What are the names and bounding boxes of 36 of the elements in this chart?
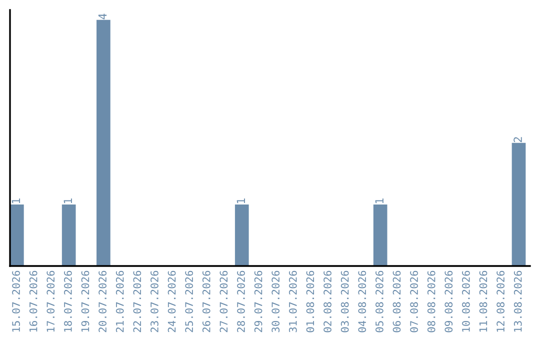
x-tick-label: 28.07.2026: [237, 270, 245, 332]
x-tick-label: 05.08.2026: [375, 270, 384, 332]
x-tick-label: 12.08.2026: [496, 270, 504, 332]
x-tick-label: 11.08.2026: [479, 270, 488, 332]
x-tick-label: 26.07.2026: [202, 270, 210, 332]
x-tick-label: 04.08.2026: [358, 270, 366, 332]
x-tick-label: 16.07.2026: [29, 270, 38, 332]
x-tick-label: 10.08.2026: [462, 270, 470, 332]
x-tick-label: 02.08.2026: [324, 270, 332, 332]
x-tick-label: 13.08.2026: [514, 270, 522, 332]
x-tick-label: 29.07.2026: [254, 270, 262, 332]
x-tick-label: 21.07.2026: [116, 270, 124, 332]
x-tick-label: 20.07.2026: [98, 270, 106, 332]
x-tick-label: 15.07.2026: [12, 270, 20, 332]
x-tick-label: 01.08.2026: [306, 270, 314, 332]
data-label: 1: [64, 198, 72, 204]
x-tick-label: 19.07.2026: [81, 270, 90, 332]
data-label: 2: [514, 137, 522, 142]
x-tick-label: 07.08.2026: [410, 270, 418, 332]
x-tick-label: 31.07.2026: [288, 270, 297, 332]
x-tick-label: 08.08.2026: [427, 270, 436, 332]
data-label: 4: [98, 14, 107, 20]
x-tick-label: 25.07.2026: [185, 270, 194, 332]
x-tick-label: 27.07.2026: [220, 270, 228, 332]
x-tick-label: 06.08.2026: [392, 270, 401, 332]
x-tick-label: 30.07.2026: [272, 270, 280, 332]
x-tick-label: 09.08.2026: [444, 270, 453, 332]
data-label: 1: [375, 198, 384, 204]
x-tick-label: 03.08.2026: [340, 270, 349, 332]
x-tick-label: 18.07.2026: [64, 270, 72, 332]
x-tick-label: 24.07.2026: [168, 270, 176, 332]
x-tick-label: 17.07.2026: [46, 270, 55, 332]
data-label: 1: [12, 198, 20, 204]
x-tick-label: 23.07.2026: [150, 270, 158, 332]
x-tick-label: 22.07.2026: [133, 270, 142, 332]
data-label: 1: [236, 198, 245, 204]
